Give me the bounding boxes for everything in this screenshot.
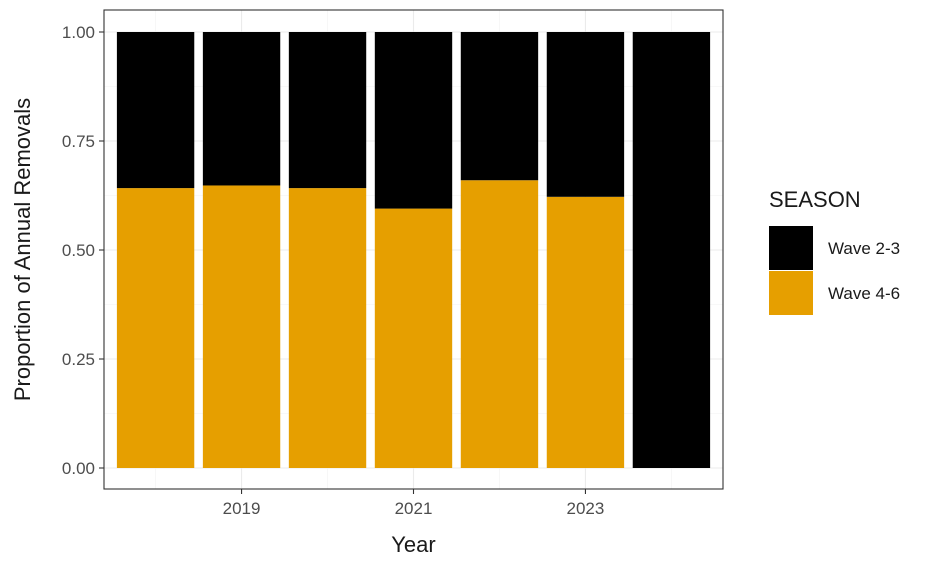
bar-2021-wave-2-3 <box>374 32 453 209</box>
legend-title: SEASON <box>769 187 861 212</box>
bar-2022-wave-2-3 <box>460 32 539 181</box>
x-axis-title: Year <box>391 532 435 557</box>
bar-2019-wave-2-3 <box>202 32 281 186</box>
bar-2023-wave-2-3 <box>546 32 625 197</box>
bar-2020-wave-4-6 <box>288 188 367 468</box>
bar-2019-wave-4-6 <box>202 185 281 469</box>
bar-2018-wave-2-3 <box>116 32 195 189</box>
legend-items: Wave 2-3 Wave 4-6 <box>769 226 900 315</box>
x-tick-label: 2019 <box>223 499 261 518</box>
bars <box>116 32 711 469</box>
legend-label: Wave 2-3 <box>828 239 900 258</box>
y-tick-label: 1.00 <box>62 23 95 42</box>
x-tick-label: 2021 <box>395 499 433 518</box>
axes: 0.00 0.25 0.50 0.75 1.00 2019 2021 2023 <box>62 23 604 518</box>
bar-2022-wave-4-6 <box>460 180 539 469</box>
legend-label: Wave 4-6 <box>828 284 900 303</box>
y-tick-label: 0.25 <box>62 350 95 369</box>
legend-swatch-wave-2-3 <box>769 226 813 270</box>
bar-2020-wave-2-3 <box>288 32 367 189</box>
x-tick-label: 2023 <box>567 499 605 518</box>
y-tick-label: 0.50 <box>62 241 95 260</box>
y-tick-label: 0.00 <box>62 459 95 478</box>
y-axis-title: Proportion of Annual Removals <box>10 98 35 401</box>
bar-2023-wave-4-6 <box>546 196 625 469</box>
legend: SEASON Wave 2-3 Wave 4-6 <box>769 187 900 315</box>
bar-2021-wave-4-6 <box>374 208 453 468</box>
bar-2024-wave-2-3 <box>632 32 711 468</box>
legend-swatch-wave-4-6 <box>769 271 813 315</box>
bar-2018-wave-4-6 <box>116 188 195 468</box>
y-tick-label: 0.75 <box>62 132 95 151</box>
